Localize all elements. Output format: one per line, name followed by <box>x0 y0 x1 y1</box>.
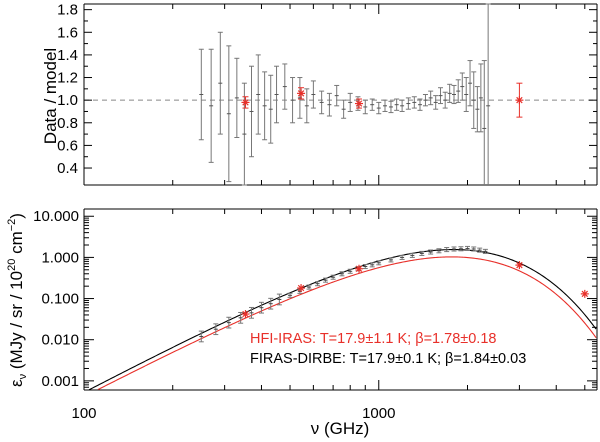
y-tick-label: 0.001 <box>41 373 79 390</box>
x-tick-label: 100 <box>71 405 96 422</box>
ylabel-sup-neg2: −2 <box>6 219 18 232</box>
ratio-panel: 0.4 0.6 0.8 1.0 1.2 1.4 1.6 1.8 Data / model <box>41 2 598 186</box>
y-tick-label: 1.6 <box>57 24 78 41</box>
ylabel-epsilon: ε <box>7 379 26 387</box>
top-y-axis-label: Data / model <box>41 48 60 144</box>
y-tick-label: 1.8 <box>57 2 78 19</box>
x-axis-label: ν (GHz) <box>311 419 370 438</box>
y-tick-label: 0.6 <box>57 137 78 154</box>
ylabel-close: ) <box>7 213 26 219</box>
hfi-fit-curve <box>97 256 597 391</box>
ylabel-units-a: (MJy / sr / 10 <box>7 271 26 374</box>
bottom-y-ticks: 0.001 0.010 0.100 1.000 10.000 <box>33 208 597 391</box>
ylabel-nu-sub: ν <box>17 373 29 379</box>
y-tick-label: 0.010 <box>41 332 79 349</box>
ylabel-sup-20: 20 <box>6 259 18 271</box>
top-hfi-series <box>241 82 524 118</box>
bottom-hfi-series <box>241 261 589 319</box>
y-tick-label: 10.000 <box>33 208 79 225</box>
y-tick-label: 0.8 <box>57 115 78 132</box>
y-tick-label: 1.2 <box>57 70 78 87</box>
top-y-ticks: 0.4 0.6 0.8 1.0 1.2 1.4 1.6 1.8 <box>57 2 597 177</box>
ylabel-units-b: cm <box>7 231 26 258</box>
bottom-y-axis-label: εν (MJy / sr / 1020 cm−2) <box>6 213 29 387</box>
hfi-fit-annotation: HFI-IRAS: T=17.9±1.1 K; β=1.78±0.18 <box>250 331 496 347</box>
sed-panel: 0.001 0.010 0.100 1.000 10.000 100 1000 HFI-I… <box>6 208 598 438</box>
y-tick-label: 1.4 <box>57 47 78 64</box>
firas-fit-curve <box>88 249 597 391</box>
y-tick-label: 0.100 <box>41 291 79 308</box>
bottom-x-ticks: 100 1000 <box>71 209 586 422</box>
top-firas-series <box>198 3 491 186</box>
firas-fit-annotation: FIRAS-DIRBE: T=17.9±0.1 K; β=1.84±0.03 <box>250 351 526 367</box>
top-x-ticks <box>83 4 586 185</box>
y-tick-label: 0.4 <box>57 160 78 177</box>
y-tick-label: 1.000 <box>41 249 79 266</box>
x-tick-label: 1000 <box>362 405 395 422</box>
model-curves <box>88 249 597 391</box>
y-tick-label: 1.0 <box>57 92 78 109</box>
bottom-firas-series <box>198 245 488 343</box>
